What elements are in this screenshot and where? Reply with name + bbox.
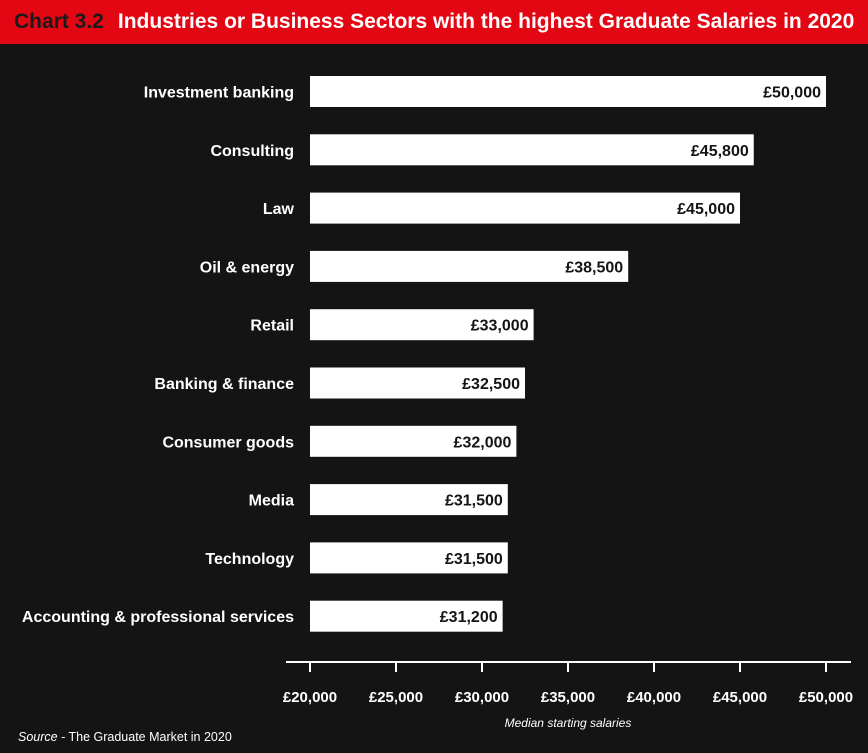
bar-value-label: £31,200: [440, 609, 498, 626]
x-tick-label: £25,000: [369, 689, 423, 706]
x-tick-label: £45,000: [713, 689, 767, 706]
bar: [310, 367, 525, 399]
bar-value-label: £45,000: [677, 201, 735, 218]
bar-chart: Investment banking £50,000 Consulting £45,8…: [22, 76, 853, 730]
bar-value-label: £32,000: [454, 434, 512, 451]
chart-header: Chart 3.2 Industries or Business Sectors…: [0, 0, 868, 44]
bar: [310, 192, 740, 224]
x-tick-label: £30,000: [455, 689, 509, 706]
bar-value-label: £31,500: [445, 551, 503, 568]
bar-value-label: £38,500: [565, 259, 623, 276]
bar: [310, 425, 517, 457]
x-axis: £20,000 £25,000 £30,000 £35,000 £40,000 £45,0…: [283, 661, 853, 706]
category-label: Banking & finance: [154, 376, 294, 393]
x-tick-label: £40,000: [627, 689, 681, 706]
x-tick-label: £50,000: [799, 689, 853, 706]
category-label: Law: [263, 201, 295, 218]
bar: [310, 600, 503, 632]
bar: [310, 309, 534, 341]
source-text: - The Graduate Market in 2020: [57, 730, 232, 744]
bar: [310, 134, 754, 166]
category-label: Technology: [205, 551, 294, 568]
bar-value-label: £32,500: [462, 376, 520, 393]
bar: [310, 250, 629, 282]
category-label: Accounting & professional services: [22, 609, 294, 626]
category-label: Consumer goods: [162, 434, 294, 451]
bar-value-label: £33,000: [471, 318, 529, 335]
chart-number: Chart 3.2: [14, 10, 104, 33]
bar: [310, 484, 508, 516]
x-axis-title: Median starting salaries: [505, 716, 632, 730]
bar-value-label: £50,000: [763, 85, 821, 102]
category-label: Media: [249, 493, 294, 510]
category-label: Consulting: [210, 143, 294, 160]
bar-value-label: £31,500: [445, 493, 503, 510]
bar: [310, 76, 826, 107]
category-label: Investment banking: [144, 85, 294, 102]
source-label: Source: [18, 730, 58, 744]
bars-layer: Investment banking £50,000 Consulting £45,8…: [22, 76, 826, 632]
category-label: Oil & energy: [200, 259, 294, 276]
bar: [310, 542, 508, 574]
source-note: Source - The Graduate Market in 2020: [18, 730, 232, 744]
category-label: Retail: [250, 318, 294, 335]
x-tick-label: £35,000: [541, 689, 595, 706]
chart-title: Industries or Business Sectors with the …: [117, 10, 855, 33]
bar-value-label: £45,800: [691, 143, 749, 160]
x-tick-label: £20,000: [283, 689, 337, 706]
